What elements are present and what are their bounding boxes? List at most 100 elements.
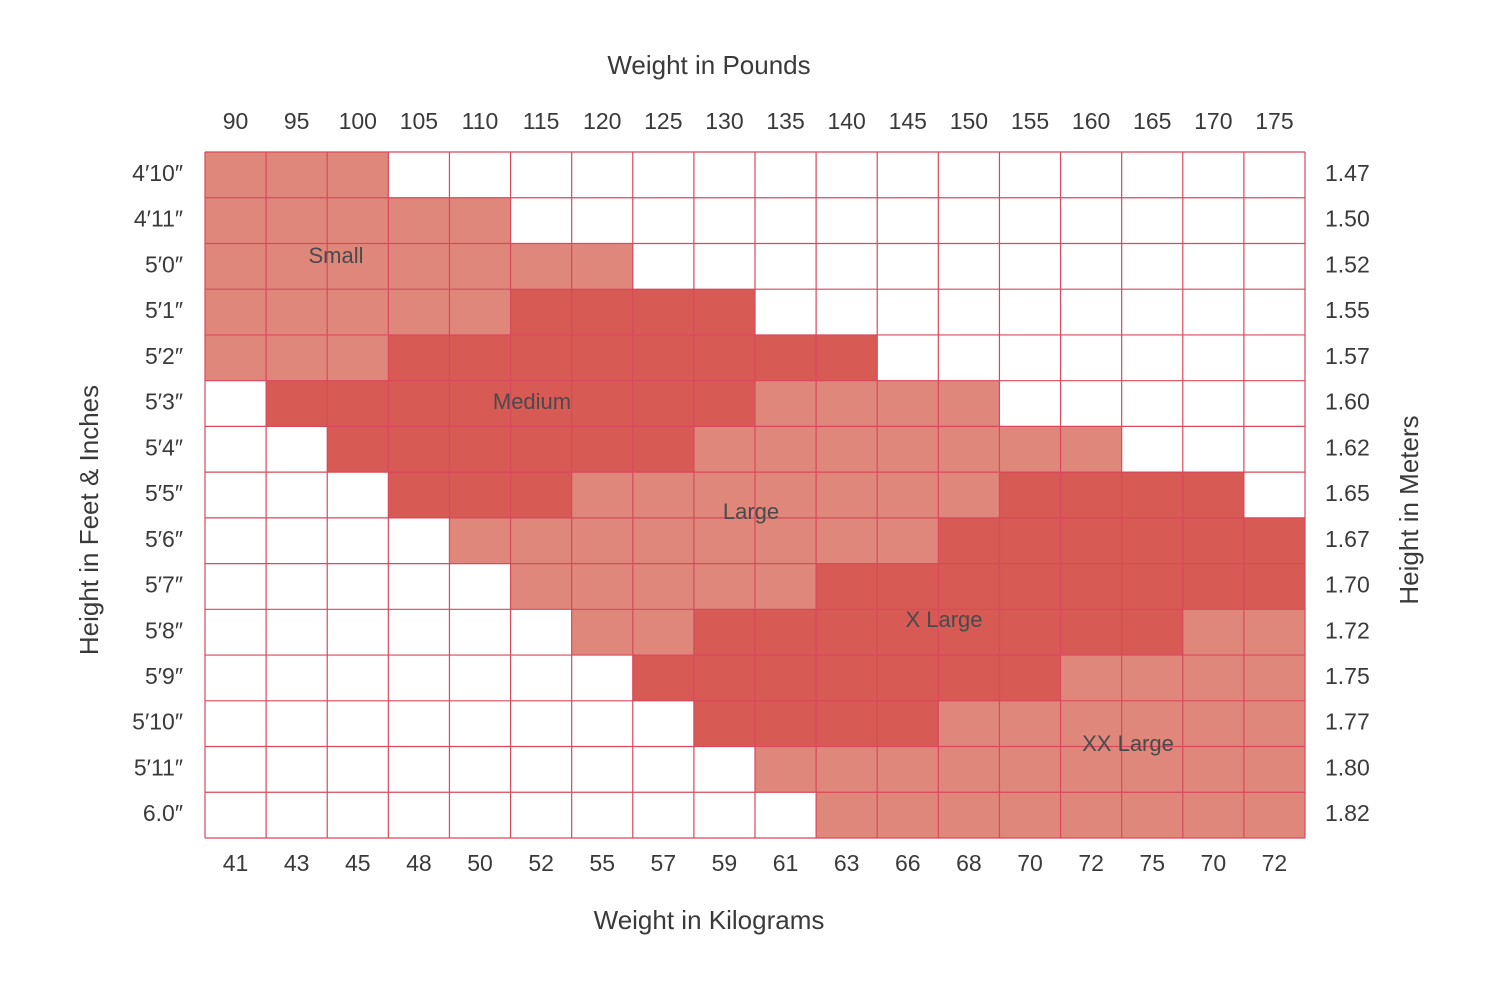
pound-label: 115 — [523, 108, 560, 134]
feet-label: 5′5″ — [145, 480, 183, 506]
cell — [510, 655, 573, 702]
cell — [877, 289, 939, 336]
cell — [877, 655, 939, 702]
cell — [571, 609, 634, 656]
cell — [510, 746, 573, 793]
cell — [327, 334, 389, 382]
cell — [571, 334, 634, 382]
cell — [877, 472, 939, 519]
cell — [1182, 563, 1245, 610]
cell — [205, 152, 267, 199]
cell — [1121, 517, 1184, 565]
top-title: Weight in Pounds — [607, 50, 810, 80]
cell — [755, 563, 817, 610]
cell — [877, 243, 939, 290]
meter-label: 1.57 — [1325, 343, 1370, 369]
kilogram-label: 70 — [1017, 850, 1043, 876]
cell — [1182, 380, 1245, 427]
cell — [938, 426, 1000, 473]
pound-label: 155 — [1011, 108, 1049, 134]
cell — [1060, 609, 1123, 656]
cell — [449, 563, 512, 610]
cell — [388, 655, 450, 702]
pound-label: 145 — [889, 108, 927, 134]
pound-label: 135 — [766, 108, 804, 134]
meter-label: 1.77 — [1325, 709, 1370, 735]
meter-label: 1.67 — [1325, 526, 1370, 552]
cell — [1243, 517, 1306, 565]
cell — [816, 655, 878, 702]
cell — [388, 289, 450, 336]
size-label: Large — [723, 499, 779, 524]
meter-label: 1.70 — [1325, 572, 1370, 598]
kilogram-label: 57 — [651, 850, 677, 876]
cell — [1243, 197, 1306, 244]
cell — [327, 197, 389, 244]
cell — [1182, 152, 1245, 199]
cell — [1182, 334, 1245, 382]
pound-label: 105 — [400, 108, 438, 134]
cell — [632, 380, 695, 427]
cell — [1060, 152, 1123, 199]
cell — [449, 700, 512, 748]
pound-label: 100 — [339, 108, 377, 134]
cell — [816, 792, 878, 839]
cell — [816, 517, 878, 565]
cell — [1060, 700, 1123, 748]
cell — [1243, 700, 1306, 748]
cell — [510, 563, 573, 610]
cell — [632, 197, 695, 244]
cell — [938, 792, 1000, 839]
cell — [632, 289, 695, 336]
cell — [1121, 152, 1184, 199]
feet-label: 5′0″ — [145, 251, 183, 277]
cell — [877, 334, 939, 382]
cell — [327, 563, 389, 610]
cell — [755, 334, 817, 382]
cell — [877, 380, 939, 427]
cell — [266, 700, 328, 748]
cell — [632, 426, 695, 473]
cell — [327, 609, 389, 656]
cell — [449, 792, 512, 839]
kilogram-label: 75 — [1139, 850, 1165, 876]
cell — [388, 517, 450, 565]
feet-label: 4′11″ — [134, 206, 183, 232]
kilogram-label: 43 — [284, 850, 310, 876]
meter-label: 1.72 — [1325, 617, 1370, 643]
cell — [449, 380, 512, 427]
cell — [510, 380, 573, 427]
cell — [1182, 792, 1245, 839]
meter-label: 1.60 — [1325, 389, 1370, 415]
cell — [571, 746, 634, 793]
cell — [1121, 289, 1184, 336]
pound-label: 160 — [1072, 108, 1110, 134]
cell — [1060, 792, 1123, 839]
cell — [510, 152, 573, 199]
cell — [327, 243, 389, 290]
kilogram-label: 63 — [834, 850, 860, 876]
cell — [266, 243, 328, 290]
cell — [266, 426, 328, 473]
meter-label: 1.80 — [1325, 754, 1370, 780]
cell — [816, 197, 878, 244]
cell — [755, 792, 817, 839]
pound-label: 110 — [462, 108, 499, 134]
cell — [877, 563, 939, 610]
cell — [266, 609, 328, 656]
cell — [571, 426, 634, 473]
kilogram-label: 61 — [773, 850, 799, 876]
cell — [388, 563, 450, 610]
cell — [816, 152, 878, 199]
cell — [510, 334, 573, 382]
feet-label: 5′2″ — [145, 343, 183, 369]
cell — [205, 472, 267, 519]
cell — [755, 152, 817, 199]
cell — [999, 746, 1062, 793]
cell — [999, 609, 1062, 656]
cell — [693, 380, 756, 427]
cell — [999, 472, 1062, 519]
cell — [205, 517, 267, 565]
cell — [571, 655, 634, 702]
cell — [1243, 152, 1306, 199]
